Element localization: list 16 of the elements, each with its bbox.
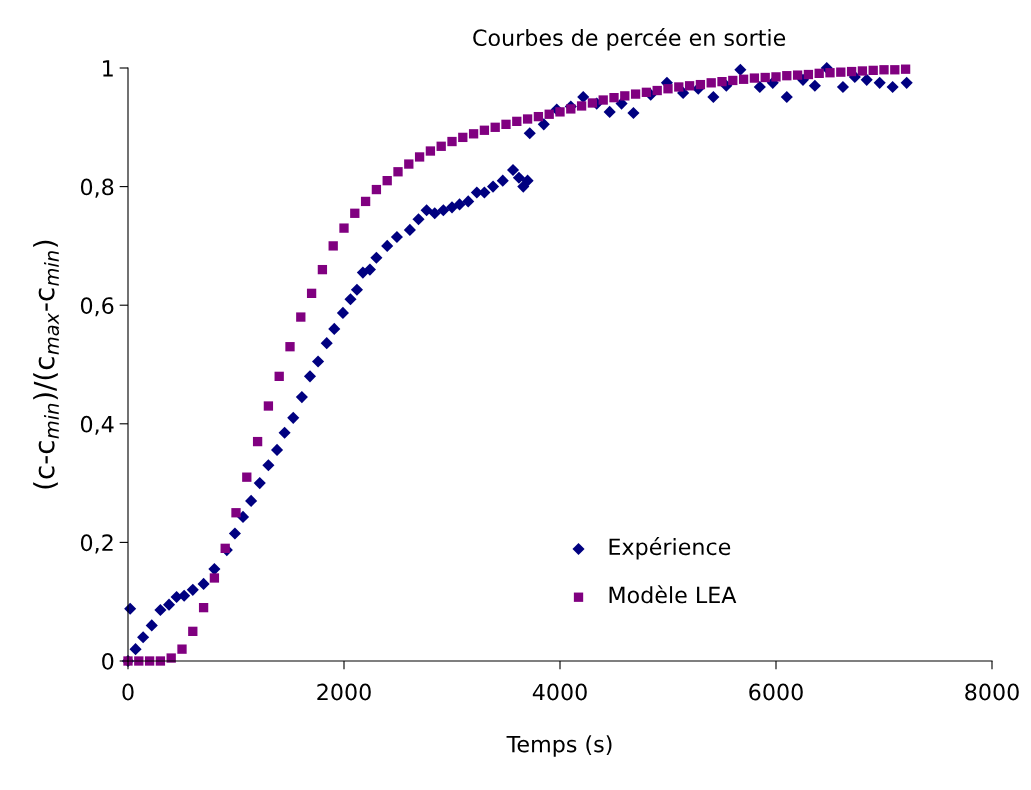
y-tick-label: 1 [103, 60, 113, 77]
y-tick-label: 0,6 [80, 297, 114, 317]
x-tick-label: 6000 [749, 683, 803, 701]
x-tick-label: 4000 [532, 683, 587, 701]
chart-title: Courbes de percée en sortie [473, 28, 786, 51]
y-tick-label: 0,8 [80, 178, 114, 198]
y-tick-label: 0,2 [80, 534, 113, 554]
legend-label: Expérience [609, 537, 731, 560]
y-tick-label: 0 [102, 652, 114, 670]
x-tick-label: 8000 [965, 683, 1019, 701]
x-tick-label: 2000 [317, 683, 371, 701]
legend-label: Modèle LEA [609, 585, 737, 604]
y-axis-title: (c-c$_{min}$)/(c$_{max}$-c$_{min}$) [33, 240, 60, 489]
y-tick-label: 0,4 [80, 415, 114, 435]
x-axis-title: Temps (s) [506, 735, 612, 757]
x-tick-label: 0 [122, 683, 134, 701]
